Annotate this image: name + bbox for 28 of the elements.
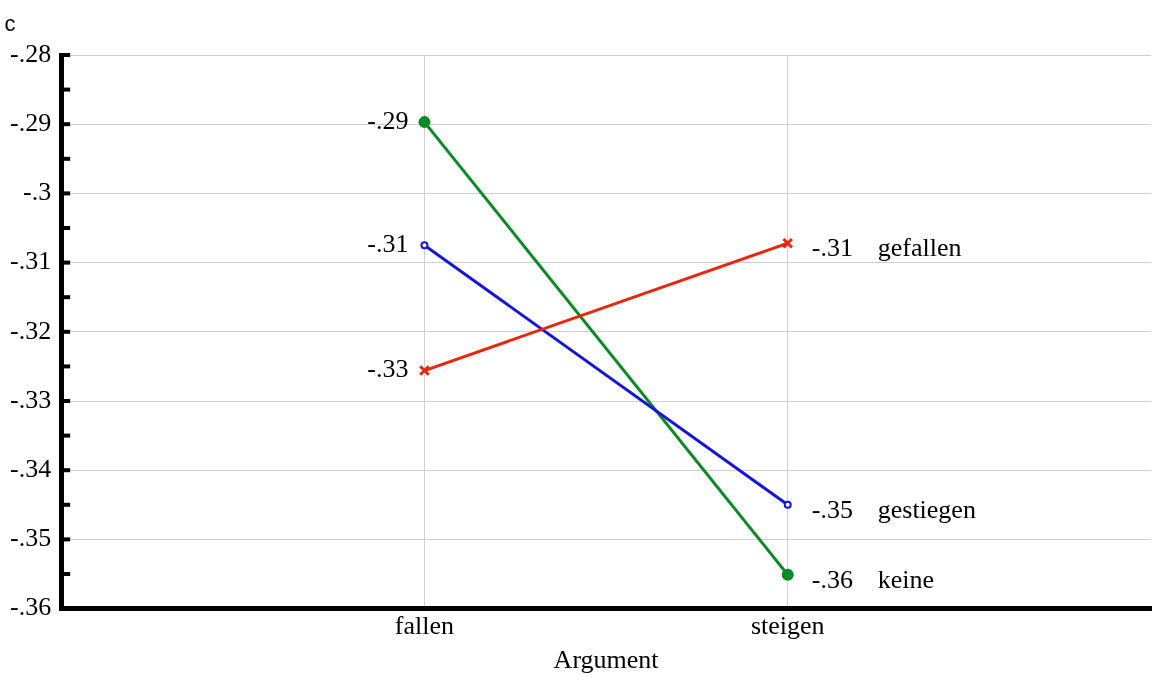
point bbox=[418, 364, 431, 377]
y-tick-label: -.28 bbox=[9, 38, 52, 68]
x-axis-title: Argument bbox=[553, 645, 660, 675]
data-label: -.29 bbox=[367, 105, 409, 135]
y-tick-label: -.35 bbox=[9, 523, 52, 553]
x-tick-label: steigen bbox=[750, 611, 825, 641]
y-tick-label: -.33 bbox=[9, 384, 52, 414]
y-tick-label: -.3 bbox=[22, 177, 52, 207]
data-label: -.35 bbox=[811, 494, 853, 524]
y-tick-label: -.32 bbox=[9, 315, 52, 345]
data-label: -.31 bbox=[811, 233, 853, 263]
x-tick-label: fallen bbox=[394, 611, 455, 641]
data-label: -.33 bbox=[367, 354, 409, 384]
point bbox=[781, 237, 794, 249]
point bbox=[783, 500, 792, 509]
y-tick-label: -.34 bbox=[9, 454, 52, 484]
y-tick-label: -.31 bbox=[9, 246, 52, 276]
text: gefallen bbox=[877, 233, 962, 263]
y-tick-label: -.36 bbox=[9, 592, 52, 622]
point bbox=[418, 116, 431, 129]
data-label: -.36 bbox=[811, 564, 853, 594]
text: gestiegen bbox=[877, 494, 976, 524]
data-label: -.31 bbox=[367, 229, 409, 259]
text: keine bbox=[877, 564, 935, 594]
y-axis-title: c bbox=[4, 11, 16, 37]
y-tick-label: -.29 bbox=[9, 108, 52, 138]
point bbox=[781, 568, 794, 581]
point bbox=[420, 241, 429, 250]
